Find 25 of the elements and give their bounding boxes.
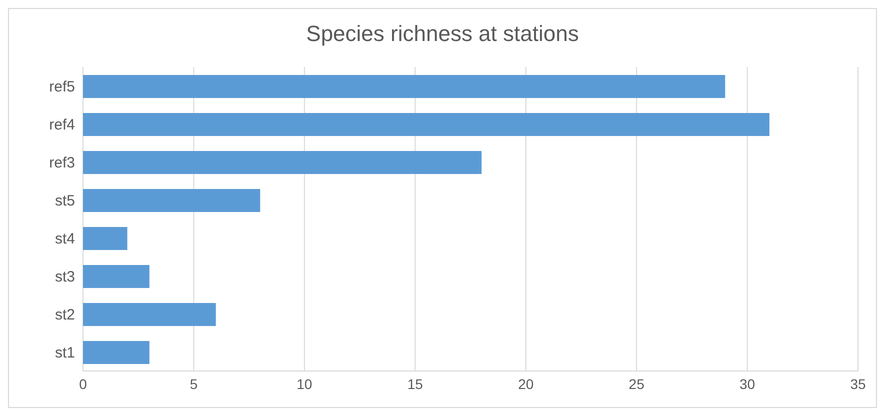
x-tick-label: 15 [407, 376, 424, 392]
bar [83, 189, 260, 212]
y-tick-label: st5 [54, 192, 75, 210]
bar [83, 75, 726, 98]
bar [83, 227, 128, 250]
x-tick-label: 0 [79, 376, 88, 392]
bar [83, 113, 770, 136]
x-tick-label: 5 [190, 376, 198, 392]
chart-title: Species richness at stations [305, 20, 580, 48]
bar [83, 303, 216, 326]
y-tick-label: ref4 [49, 116, 75, 134]
x-tick-label: 20 [518, 376, 534, 392]
x-tick-label: 10 [296, 376, 312, 392]
x-tick-label: 35 [850, 376, 866, 392]
y-tick-label: st2 [54, 306, 75, 324]
y-tick-label: ref5 [49, 78, 75, 96]
y-tick-label: st4 [54, 230, 75, 248]
x-tick-label: 25 [628, 376, 645, 392]
y-tick-label: st1 [54, 344, 75, 362]
bar [83, 341, 150, 364]
bar [83, 265, 150, 288]
y-tick-label: ref3 [49, 154, 75, 172]
y-tick-label: st3 [54, 268, 75, 286]
bar [83, 151, 482, 174]
x-tick-label: 30 [739, 376, 756, 392]
